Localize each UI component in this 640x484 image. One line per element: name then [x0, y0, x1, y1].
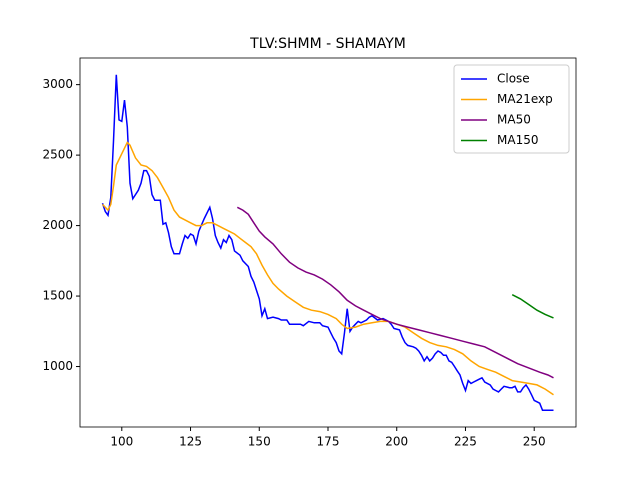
legend-label: Close: [497, 72, 530, 86]
line-series: [101, 141, 554, 396]
x-tick-label: 100: [110, 435, 133, 449]
legend-label: MA50: [497, 113, 531, 127]
line-series: [511, 294, 554, 319]
x-tick-label: 225: [454, 435, 477, 449]
x-tick-label: 175: [317, 435, 340, 449]
y-tick-label: 1000: [42, 359, 73, 373]
plot-frame: [79, 57, 577, 428]
y-tick-label: 2000: [42, 218, 73, 232]
y-tick-label: 1500: [42, 289, 73, 303]
legend-box: [453, 64, 570, 154]
chart-title: TLV:SHMM - SHAMAYM: [249, 36, 406, 52]
legend-label: MA21exp: [497, 92, 553, 106]
y-tick-label: 3000: [42, 77, 73, 91]
x-tick-label: 250: [523, 435, 546, 449]
line-series: [101, 74, 554, 411]
x-tick-label: 150: [248, 435, 271, 449]
line-series: [236, 206, 554, 379]
x-tick-label: 200: [385, 435, 408, 449]
y-tick-label: 2500: [42, 148, 73, 162]
x-tick-label: 125: [179, 435, 202, 449]
legend-label: MA150: [497, 133, 538, 147]
